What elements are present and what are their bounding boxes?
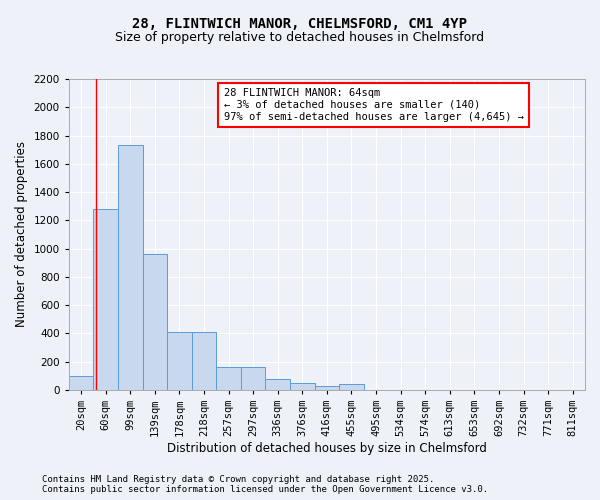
- Bar: [314, 386, 339, 390]
- X-axis label: Distribution of detached houses by size in Chelmsford: Distribution of detached houses by size …: [167, 442, 487, 455]
- Text: Size of property relative to detached houses in Chelmsford: Size of property relative to detached ho…: [115, 31, 485, 44]
- Bar: [167, 332, 192, 390]
- Text: Contains HM Land Registry data © Crown copyright and database right 2025.: Contains HM Land Registry data © Crown c…: [42, 474, 434, 484]
- Text: 28, FLINTWICH MANOR, CHELMSFORD, CM1 4YP: 28, FLINTWICH MANOR, CHELMSFORD, CM1 4YP: [133, 18, 467, 32]
- Bar: [290, 383, 314, 390]
- Bar: [192, 332, 217, 390]
- Text: 28 FLINTWICH MANOR: 64sqm
← 3% of detached houses are smaller (140)
97% of semi-: 28 FLINTWICH MANOR: 64sqm ← 3% of detach…: [224, 88, 524, 122]
- Bar: [265, 380, 290, 390]
- Bar: [143, 254, 167, 390]
- Y-axis label: Number of detached properties: Number of detached properties: [15, 142, 28, 328]
- Bar: [339, 384, 364, 390]
- Text: Contains public sector information licensed under the Open Government Licence v3: Contains public sector information licen…: [42, 484, 488, 494]
- Bar: [217, 368, 241, 390]
- Bar: [94, 209, 118, 390]
- Bar: [69, 376, 94, 390]
- Bar: [118, 146, 143, 390]
- Bar: [241, 368, 265, 390]
